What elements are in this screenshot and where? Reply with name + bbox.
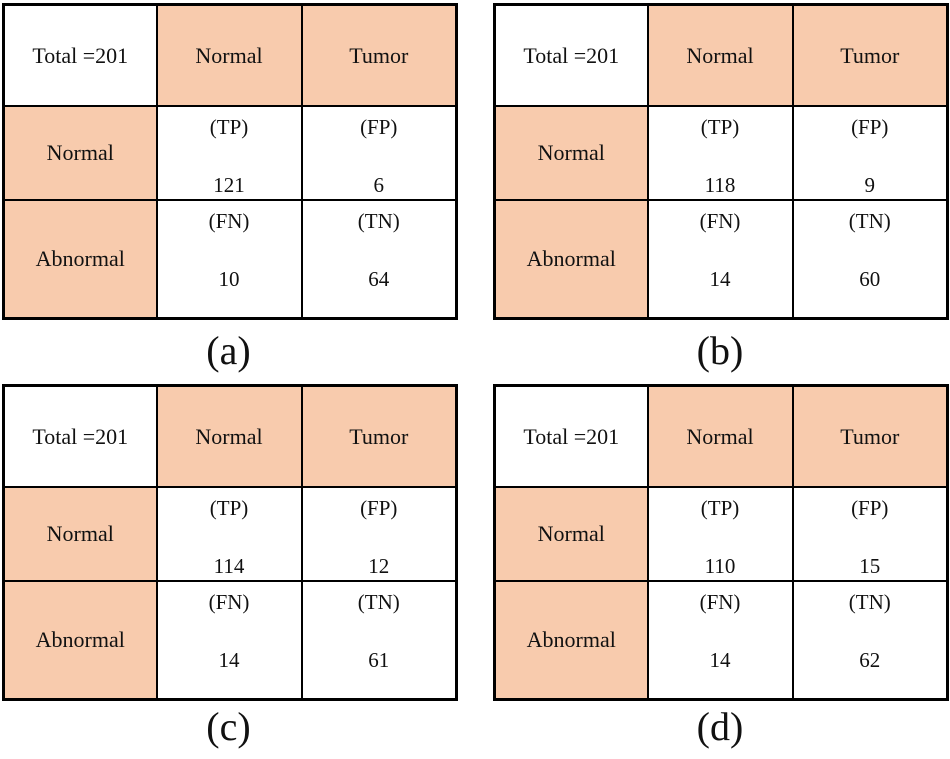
tn-label: (TN) (357, 209, 400, 233)
tn-value: 60 (859, 267, 881, 291)
fp-cell: (FP) 9 (791, 105, 949, 201)
fp-value: 6 (373, 173, 385, 197)
fp-label: (FP) (851, 115, 889, 139)
fp-value: 9 (864, 173, 876, 197)
fp-label: (FP) (851, 496, 889, 520)
row-header-normal: Normal (2, 105, 158, 201)
confusion-matrix-panel-d: Total =201 Normal Tumor Normal (TP) 110 … (493, 384, 949, 753)
fn-label: (FN) (208, 209, 250, 233)
fn-cell: (FN) 14 (155, 580, 303, 701)
col-header-tumor: Tumor (791, 3, 949, 107)
confusion-matrix-panel-b: Total =201 Normal Tumor Normal (TP) 118 … (493, 3, 949, 382)
subfigure-caption: (a) (206, 328, 251, 373)
fn-value: 10 (218, 267, 240, 291)
row-header-normal: Normal (493, 486, 649, 582)
tn-label: (TN) (357, 590, 400, 614)
tn-cell: (TN) 62 (791, 580, 949, 701)
col-header-tumor: Tumor (791, 384, 949, 488)
tn-value: 61 (368, 648, 390, 672)
fn-cell: (FN) 10 (155, 199, 303, 320)
fn-label: (FN) (699, 209, 741, 233)
col-header-normal: Normal (155, 384, 303, 488)
figure-grid: Total =201 Normal Tumor Normal (TP) 121 … (2, 3, 950, 753)
row-header-normal: Normal (2, 486, 158, 582)
tp-label: (TP) (209, 115, 249, 139)
row-header-abnormal: Abnormal (2, 199, 158, 320)
tp-cell: (TP) 118 (646, 105, 794, 201)
tn-value: 64 (368, 267, 390, 291)
tp-value: 118 (704, 173, 736, 197)
tp-cell: (TP) 121 (155, 105, 303, 201)
tn-label: (TN) (848, 209, 891, 233)
fn-value: 14 (709, 267, 731, 291)
fp-cell: (FP) 15 (791, 486, 949, 582)
tp-label: (TP) (700, 496, 740, 520)
col-header-normal: Normal (646, 3, 794, 107)
tn-value: 62 (859, 648, 881, 672)
row-header-abnormal: Abnormal (493, 580, 649, 701)
fp-label: (FP) (360, 496, 398, 520)
row-header-abnormal: Abnormal (2, 580, 158, 701)
tn-cell: (TN) 60 (791, 199, 949, 320)
subfigure-caption: (d) (696, 704, 744, 749)
tn-label: (TN) (848, 590, 891, 614)
total-cell: Total =201 (2, 3, 158, 107)
confusion-matrix-table: Total =201 Normal Tumor Normal (TP) 118 … (493, 3, 949, 320)
confusion-matrix-table: Total =201 Normal Tumor Normal (TP) 121 … (2, 3, 458, 320)
fp-value: 15 (859, 554, 881, 578)
fn-value: 14 (709, 648, 731, 672)
col-header-tumor: Tumor (300, 3, 458, 107)
fn-label: (FN) (699, 590, 741, 614)
total-cell: Total =201 (493, 384, 649, 488)
tn-cell: (TN) 64 (300, 199, 458, 320)
tp-label: (TP) (700, 115, 740, 139)
col-header-normal: Normal (155, 3, 303, 107)
fn-cell: (FN) 14 (646, 580, 794, 701)
tp-value: 110 (704, 554, 736, 578)
tn-cell: (TN) 61 (300, 580, 458, 701)
row-header-normal: Normal (493, 105, 649, 201)
fn-label: (FN) (208, 590, 250, 614)
subfigure-caption: (b) (696, 328, 744, 373)
fn-value: 14 (218, 648, 240, 672)
fn-cell: (FN) 14 (646, 199, 794, 320)
subfigure-caption: (c) (206, 704, 251, 749)
fp-value: 12 (368, 554, 390, 578)
total-cell: Total =201 (493, 3, 649, 107)
tp-label: (TP) (209, 496, 249, 520)
row-header-abnormal: Abnormal (493, 199, 649, 320)
tp-cell: (TP) 114 (155, 486, 303, 582)
confusion-matrix-table: Total =201 Normal Tumor Normal (TP) 114 … (2, 384, 458, 701)
tp-cell: (TP) 110 (646, 486, 794, 582)
fp-label: (FP) (360, 115, 398, 139)
tp-value: 121 (213, 173, 245, 197)
confusion-matrix-panel-a: Total =201 Normal Tumor Normal (TP) 121 … (2, 3, 458, 382)
fp-cell: (FP) 6 (300, 105, 458, 201)
confusion-matrix-table: Total =201 Normal Tumor Normal (TP) 110 … (493, 384, 949, 701)
col-header-normal: Normal (646, 384, 794, 488)
confusion-matrix-panel-c: Total =201 Normal Tumor Normal (TP) 114 … (2, 384, 458, 753)
fp-cell: (FP) 12 (300, 486, 458, 582)
tp-value: 114 (213, 554, 245, 578)
total-cell: Total =201 (2, 384, 158, 488)
col-header-tumor: Tumor (300, 384, 458, 488)
